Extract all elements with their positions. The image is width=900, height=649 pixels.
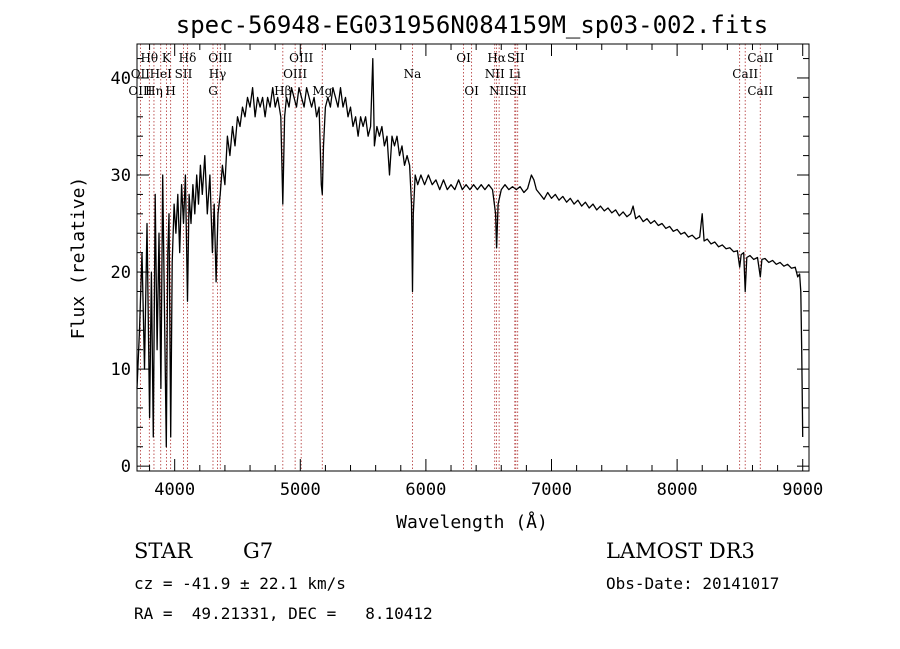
obs-date: Obs-Date: 20141017 [606, 574, 780, 593]
spectral-line-label-16: Na [404, 67, 422, 81]
spectral-line-label-10: Hγ [209, 67, 227, 81]
object-subclass: G7 [243, 539, 274, 563]
spectral-line-label-0: Hθ [140, 51, 158, 65]
spectral-line-label-11: G [208, 84, 218, 98]
x-tick-label-0: 4000 [154, 480, 195, 500]
spectral-line-label-23: NII [489, 84, 509, 98]
spectral-line-label-6: SII [175, 67, 193, 81]
spectral-line-label-20: SII [507, 51, 525, 65]
x-tick-label-4: 8000 [657, 480, 698, 500]
spectral-line-label-8: Hδ [179, 51, 197, 65]
spectral-line-label-26: CaII [732, 67, 758, 81]
spectrum-line [136, 57, 804, 448]
y-tick-label-1: 10 [111, 360, 131, 380]
line-markers [139, 44, 761, 471]
spectral-line-label-4: K [162, 51, 172, 65]
object-class: STAR [134, 539, 193, 563]
y-axis-label: Flux (relative) [68, 177, 89, 340]
spectral-line-label-21: NII [485, 67, 505, 81]
x-axis-label: Wavelength (Å) [396, 511, 548, 533]
y-tick-label-0: 0 [121, 457, 131, 477]
spectral-line-label-7: H [165, 84, 175, 98]
y-tick-labels: 0 10 20 30 40 [111, 69, 131, 477]
spectral-line-label-24: SII [509, 84, 527, 98]
spectral-line-label-25: CaII [747, 51, 773, 65]
spectral-line-label-9: OIII [208, 51, 232, 65]
x-tick-label-5: 9000 [782, 480, 823, 500]
survey-name: LAMOST DR3 [606, 539, 755, 563]
axis-ticks [137, 44, 809, 471]
spectral-line-label-12: Hβ [274, 84, 291, 98]
x-tick-labels: 4000 5000 6000 7000 8000 9000 [154, 480, 823, 500]
spectral-line-label-27: CaII [747, 84, 773, 98]
spectral-line-label-15: Mg [312, 84, 332, 98]
spectral-line-label-14: OIII [283, 67, 307, 81]
spectral-line-label-22: Li [509, 67, 521, 81]
spectral-line-label-17: OI [456, 51, 471, 65]
spectral-line-label-3: Hη [145, 84, 163, 98]
y-tick-label-3: 30 [111, 166, 131, 186]
redshift-cz: cz = -41.9 ± 22.1 km/s [134, 574, 346, 593]
chart-title: spec-56948-EG031956N084159M_sp03-002.fit… [176, 11, 768, 39]
plot-frame [136, 43, 810, 472]
spectral-line-label-5: HeI [150, 67, 173, 81]
spectral-line-label-2: OIII [128, 84, 152, 98]
x-tick-label-2: 6000 [405, 480, 446, 500]
spectral-line-label-18: OI [464, 84, 479, 98]
spectral-line-label-1: OII [131, 67, 151, 81]
spectral-line-label-13: OIII [289, 51, 313, 65]
coordinates: RA = 49.21331, DEC = 8.10412 [134, 604, 433, 623]
y-tick-label-4: 40 [111, 69, 131, 89]
spectral-line-label-19: Hα [487, 51, 506, 65]
x-tick-label-1: 5000 [280, 480, 321, 500]
y-tick-label-2: 20 [111, 263, 131, 283]
x-tick-label-3: 7000 [531, 480, 572, 500]
